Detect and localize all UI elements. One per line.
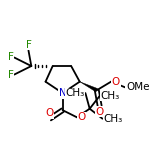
- Text: CH₃: CH₃: [100, 91, 120, 101]
- Polygon shape: [80, 82, 98, 92]
- Text: O: O: [46, 108, 54, 118]
- Text: OMe: OMe: [126, 82, 149, 92]
- Text: CH₃: CH₃: [103, 114, 123, 124]
- Text: F: F: [26, 40, 31, 50]
- Text: F: F: [8, 52, 14, 62]
- Text: O: O: [112, 77, 120, 87]
- Text: F: F: [8, 70, 14, 80]
- Text: N: N: [59, 88, 67, 98]
- Text: O: O: [95, 107, 104, 117]
- Text: CH₃: CH₃: [66, 88, 85, 98]
- Text: O: O: [78, 112, 86, 122]
